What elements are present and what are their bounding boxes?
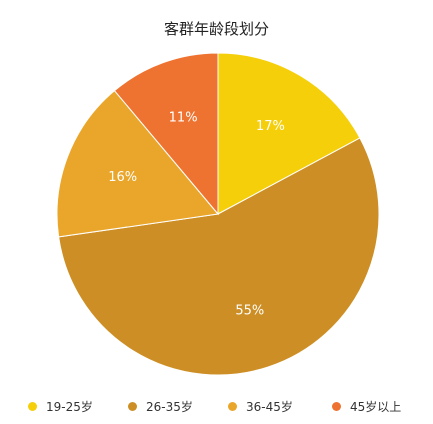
legend-item-2: 26-35岁 bbox=[128, 398, 193, 415]
slice-label-4: 11% bbox=[169, 111, 198, 126]
pie-slice-4 bbox=[113, 52, 219, 216]
slice-label-3: 16% bbox=[108, 170, 137, 185]
legend: 19-25岁 26-35岁 36-45岁 45岁以上 bbox=[0, 398, 433, 416]
legend-item-3: 36-45岁 bbox=[228, 398, 293, 415]
pie-slice-2 bbox=[58, 137, 380, 376]
pie-slice-3 bbox=[56, 89, 219, 238]
slice-label-2: 55% bbox=[235, 303, 264, 318]
legend-swatch bbox=[228, 402, 237, 411]
legend-swatch bbox=[28, 402, 37, 411]
slice-label-1: 17% bbox=[256, 119, 285, 134]
legend-swatch bbox=[128, 402, 137, 411]
legend-label: 45岁以上 bbox=[350, 400, 402, 414]
legend-item-1: 19-25岁 bbox=[28, 398, 93, 415]
chart-title: 客群年龄段划分 bbox=[163, 20, 269, 38]
legend-label: 26-35岁 bbox=[146, 400, 193, 414]
legend-item-4: 45岁以上 bbox=[332, 398, 401, 415]
legend-label: 19-25岁 bbox=[46, 400, 93, 414]
legend-swatch bbox=[332, 402, 341, 411]
legend-label: 36-45岁 bbox=[246, 400, 293, 414]
pie-slice-1 bbox=[217, 52, 361, 215]
